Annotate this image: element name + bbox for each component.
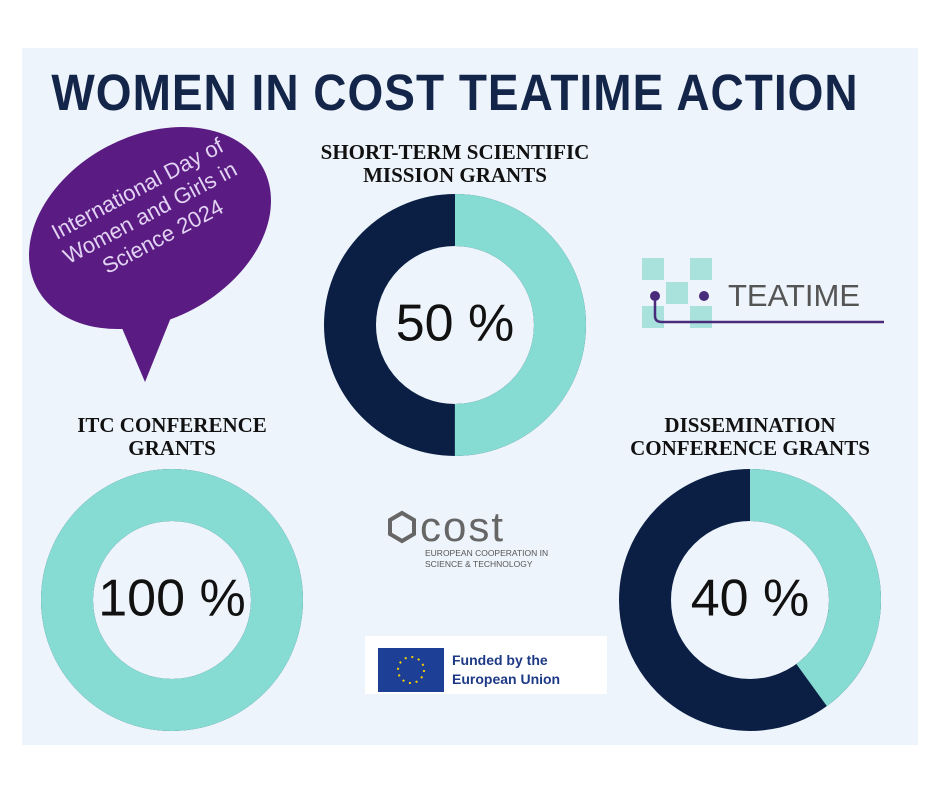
- eu-text: Funded by the European Union: [452, 652, 561, 687]
- value-label: 100 %: [98, 570, 245, 628]
- value-label: 40 %: [691, 570, 810, 628]
- donut-segment: [41, 469, 303, 731]
- cost-tagline: EUROPEAN COOPERATION IN SCIENCE & TECHNO…: [425, 548, 549, 569]
- eu-logo: [365, 636, 607, 694]
- chart-title: SHORT-TERM SCIENTIFIC MISSION GRANTS: [320, 140, 590, 187]
- speech-bubble: [29, 126, 271, 382]
- page-title: WOMEN IN COST TEATIME ACTION: [51, 65, 858, 122]
- donut-segment: [324, 194, 586, 456]
- donut-segment: [619, 469, 881, 731]
- cost-logo: cost: [388, 503, 505, 550]
- teatime-text: TEATIME: [728, 278, 860, 313]
- cost-text: cost: [420, 503, 505, 550]
- teatime-logo: TEATIME: [642, 258, 884, 328]
- value-label: 50 %: [396, 295, 515, 353]
- chart-title: ITC CONFERENCE GRANTS: [77, 413, 267, 460]
- chart-title: DISSEMINATION CONFERENCE GRANTS: [630, 413, 870, 460]
